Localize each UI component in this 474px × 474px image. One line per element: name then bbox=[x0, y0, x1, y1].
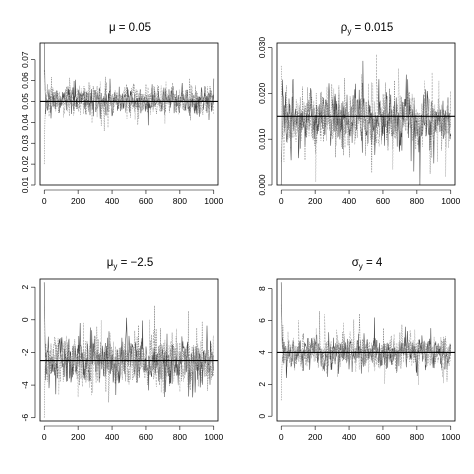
x-tick-label: 400 bbox=[342, 196, 356, 206]
y-tick-label: 2 bbox=[20, 285, 30, 290]
plot-area-rho-y: 0 200 400 600 800 1000 0.000 0.010 0.020 0.030 bbox=[257, 37, 460, 206]
chain-3-line bbox=[43, 303, 215, 398]
y-axis: 0.000 0.010 0.020 0.030 bbox=[257, 37, 273, 196]
y-tick-label: -2 bbox=[20, 348, 30, 356]
x-tick-label: 800 bbox=[173, 196, 187, 206]
y-axis: 0 2 4 6 8 bbox=[257, 286, 273, 419]
x-tick-label: 0 bbox=[279, 432, 284, 442]
x-axis: 0 200 400 600 800 1000 bbox=[279, 189, 460, 206]
plot-frame bbox=[39, 278, 219, 422]
y-tick-label: 0 bbox=[257, 414, 267, 419]
y-tick-label: 0.07 bbox=[20, 51, 30, 68]
chain-2-line bbox=[43, 76, 215, 165]
y-tick-label: 0.010 bbox=[257, 128, 267, 150]
chain-2-line bbox=[43, 305, 215, 418]
y-tick-label: -4 bbox=[20, 381, 30, 389]
plot-area-mu: 0 200 400 600 800 10000.010.020.030.040.050.0… bbox=[20, 42, 223, 206]
x-axis: 0 200 400 600 800 1000 bbox=[42, 425, 223, 442]
x-tick-label: 1000 bbox=[441, 432, 460, 442]
title-sub: y bbox=[347, 27, 351, 36]
x-tick-label: 200 bbox=[308, 196, 322, 206]
chain-3-line bbox=[43, 70, 215, 128]
y-tick-label: 2 bbox=[257, 382, 267, 387]
trace-lines bbox=[43, 43, 215, 165]
y-tick-label: 8 bbox=[257, 286, 267, 291]
x-tick-label: 600 bbox=[376, 196, 390, 206]
plot-frame bbox=[39, 42, 219, 186]
x-tick-label: 600 bbox=[139, 196, 153, 206]
y-tick-label: 4 bbox=[257, 350, 267, 355]
panel-title-rho-y: ρy = 0.015 bbox=[341, 22, 393, 36]
y-tick-label: 0.03 bbox=[20, 135, 30, 152]
panel-title-mu: μ = 0.05 bbox=[109, 22, 151, 34]
y-axis: 0.01 0.02 0.03 0.04 0.05 0.06 0.07 bbox=[20, 51, 36, 193]
plot-frame bbox=[276, 278, 456, 422]
title-main: ρ bbox=[341, 22, 348, 34]
y-tick-label: 0.06 bbox=[20, 72, 30, 89]
x-tick-label: 400 bbox=[342, 432, 356, 442]
x-tick-label: 800 bbox=[410, 432, 424, 442]
plot-area-mu-y: 0 200 400 600 800 1000 -6 -4 -2 0 2 bbox=[20, 278, 223, 442]
y-tick-label: 0.05 bbox=[20, 93, 30, 110]
y-tick-label: 0.030 bbox=[257, 37, 267, 59]
x-tick-label: 800 bbox=[410, 196, 424, 206]
title-main: σ bbox=[352, 257, 359, 269]
x-tick-label: 800 bbox=[173, 432, 187, 442]
title-rest: = 4 bbox=[363, 257, 383, 269]
x-tick-label: 400 bbox=[105, 196, 119, 206]
title-sub: y bbox=[359, 262, 363, 271]
panel-mu: μ = 0.05 0 200 400 600 800 10000.010.020.030.… bbox=[20, 22, 223, 206]
plot-frame bbox=[276, 42, 456, 186]
y-tick-label: 6 bbox=[257, 318, 267, 323]
y-tick-label: -6 bbox=[20, 414, 30, 422]
x-axis: 0 200 400 600 800 1000 bbox=[279, 425, 460, 442]
trace-lines bbox=[280, 54, 452, 185]
y-tick-label: 0.02 bbox=[20, 156, 30, 173]
y-tick-label: 0.04 bbox=[20, 114, 30, 131]
x-tick-label: 200 bbox=[308, 432, 322, 442]
x-tick-label: 600 bbox=[376, 432, 390, 442]
x-tick-label: 200 bbox=[71, 432, 85, 442]
title-rest: = −2.5 bbox=[117, 257, 153, 269]
panel-rho-y: ρy = 0.015 0 200 400 600 800 10000.0000.0100.… bbox=[257, 22, 460, 206]
x-tick-label: 1000 bbox=[204, 432, 223, 442]
trace-lines bbox=[280, 282, 452, 401]
x-tick-label: 0 bbox=[42, 432, 47, 442]
x-tick-label: 0 bbox=[42, 196, 47, 206]
chain-3-line bbox=[280, 54, 452, 183]
title-sub: y bbox=[113, 262, 117, 271]
y-axis: -6 -4 -2 0 2 bbox=[20, 285, 36, 422]
x-tick-label: 1000 bbox=[441, 196, 460, 206]
plot-area-sigma-y: 0 200 400 600 800 1000 0 2 4 6 8 bbox=[257, 278, 460, 442]
chain-1-line bbox=[280, 282, 452, 379]
y-tick-label: 0.020 bbox=[257, 82, 267, 104]
x-tick-label: 0 bbox=[279, 196, 284, 206]
x-tick-label: 400 bbox=[105, 432, 119, 442]
title-rest: = 0.015 bbox=[351, 22, 393, 34]
x-tick-label: 200 bbox=[71, 196, 85, 206]
panel-sigma-y: σy = 4 0 200 400 600 800 1000 0 2 4 6 8 bbox=[257, 257, 460, 442]
x-axis: 0 200 400 600 800 1000 bbox=[42, 189, 223, 206]
chain-3-line bbox=[280, 304, 452, 386]
y-tick-label: 0.01 bbox=[20, 176, 30, 193]
x-tick-label: 600 bbox=[139, 432, 153, 442]
y-tick-label: 0 bbox=[20, 317, 30, 322]
title-main: μ bbox=[107, 257, 114, 269]
panel-mu-y: μy = −2.5 0 200 400 600 800 1000 -6 -4 -2 0 2 bbox=[20, 257, 223, 442]
panel-title-sigma-y: σy = 4 bbox=[352, 257, 383, 271]
y-tick-label: 0.000 bbox=[257, 174, 267, 196]
panel-title-mu-y: μy = −2.5 bbox=[107, 257, 153, 271]
trace-lines bbox=[43, 282, 215, 418]
x-tick-label: 1000 bbox=[204, 196, 223, 206]
chain-1-line bbox=[43, 43, 215, 126]
